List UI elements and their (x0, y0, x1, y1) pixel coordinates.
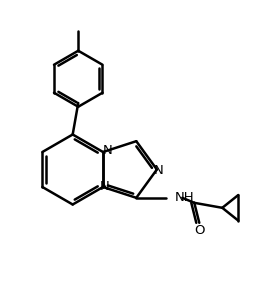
Text: N: N (154, 164, 164, 177)
Text: NH: NH (174, 191, 194, 204)
Text: O: O (194, 224, 204, 237)
Text: N: N (103, 144, 113, 158)
Text: N: N (100, 180, 110, 193)
